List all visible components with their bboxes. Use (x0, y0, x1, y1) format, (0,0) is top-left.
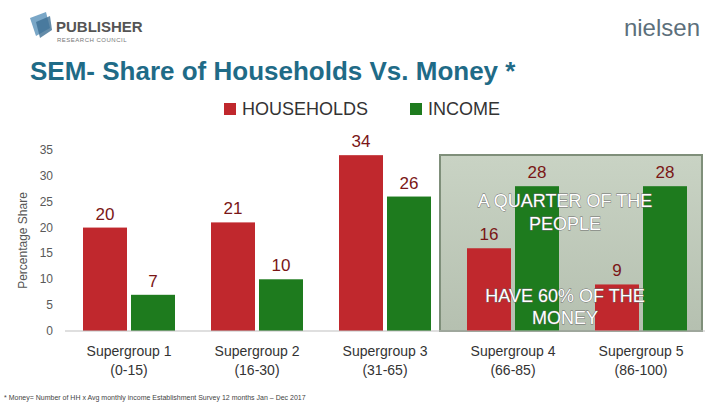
y-axis-label: Percentage Share (16, 192, 30, 289)
x-tick-label-line: Supergroup 5 (599, 343, 684, 359)
legend-item: INCOME (410, 99, 500, 119)
bar (83, 228, 127, 331)
x-tick-label-line: (16-30) (234, 362, 279, 378)
data-label: 16 (480, 225, 499, 244)
data-label: 28 (656, 163, 675, 182)
annotation: HAVE 60% OF THE (485, 286, 644, 306)
highlight-box (440, 155, 702, 331)
logo-text: PUBLISHER (56, 18, 143, 35)
footnote: * Money= Number of HH x Avg monthly inco… (4, 394, 306, 402)
logo-text: nielsen (624, 14, 700, 41)
x-tick-label: Supergroup 2 (16-30) (215, 343, 300, 378)
annotation: A QUARTER OF THE (478, 191, 652, 211)
annotation: PEOPLE (529, 214, 601, 234)
x-tick-label: Supergroup 1 (0-15) (87, 343, 172, 378)
tick-mark (61, 150, 65, 151)
bar (259, 279, 303, 331)
x-tick-label: Supergroup 5 (86-100) (599, 343, 684, 378)
axis-line (65, 331, 705, 332)
tick-mark (61, 201, 65, 202)
page: {"chart_data": {"type": "bar", "title": … (0, 0, 720, 405)
legend-label: INCOME (428, 99, 500, 119)
legend-swatch (410, 103, 422, 115)
legend-item: HOUSEHOLDS (224, 99, 368, 119)
tick-mark (61, 305, 65, 306)
y-tick-label: 10 (40, 272, 54, 286)
x-tick-label: Supergroup 4 (66-85) (471, 343, 556, 378)
tick-mark (61, 331, 65, 332)
x-tick-label-line: (66-85) (490, 362, 535, 378)
y-tick-label: 0 (46, 324, 53, 338)
data-label: 7 (148, 272, 157, 291)
legend-swatch (224, 103, 236, 115)
annotation: MONEY (532, 308, 598, 328)
data-label: 34 (352, 132, 371, 151)
data-label: 26 (400, 174, 419, 193)
x-tick-label-line: (86-100) (615, 362, 668, 378)
y-tick-label: 15 (40, 246, 54, 260)
data-label: 28 (528, 163, 547, 182)
bar (387, 197, 431, 331)
chart: PUBLISHER RESEARCH COUNCIL nielsen SEM- Sha… (0, 0, 720, 405)
x-tick-label-line: Supergroup 3 (343, 343, 428, 359)
x-tick-label: Supergroup 3 (31-65) (343, 343, 428, 378)
data-labels: 20 7 21 10 34 26 16 28 9 28 (96, 132, 675, 291)
bar (131, 295, 175, 331)
data-label: 20 (96, 205, 115, 224)
y-tick-label: 35 (40, 143, 54, 157)
logo-left: PUBLISHER RESEARCH COUNCIL (30, 12, 143, 43)
y-tick-label: 30 (40, 169, 54, 183)
bars (83, 155, 687, 331)
y-tick-label: 20 (40, 221, 54, 235)
tick-mark (61, 279, 65, 280)
legend-label: HOUSEHOLDS (242, 99, 368, 119)
logo-icon (36, 16, 52, 38)
logo-subtext: RESEARCH COUNCIL (57, 37, 127, 43)
data-label: 10 (272, 256, 291, 275)
x-tick-label-line: (0-15) (110, 362, 147, 378)
tick-mark (61, 227, 65, 228)
title: SEM- Share of Households Vs. Money * (30, 56, 516, 86)
x-tick-label-line: Supergroup 4 (471, 343, 556, 359)
y-tick-label: 25 (40, 195, 54, 209)
y-tick-label: 5 (46, 298, 53, 312)
data-label: 21 (224, 199, 243, 218)
x-tick-label-line: Supergroup 2 (215, 343, 300, 359)
tick-mark (61, 253, 65, 254)
x-tick-label-line: (31-65) (362, 362, 407, 378)
x-tick-label-line: Supergroup 1 (87, 343, 172, 359)
tick-mark (61, 175, 65, 176)
bar (211, 222, 255, 331)
bar (339, 155, 383, 331)
data-label: 9 (612, 261, 621, 280)
